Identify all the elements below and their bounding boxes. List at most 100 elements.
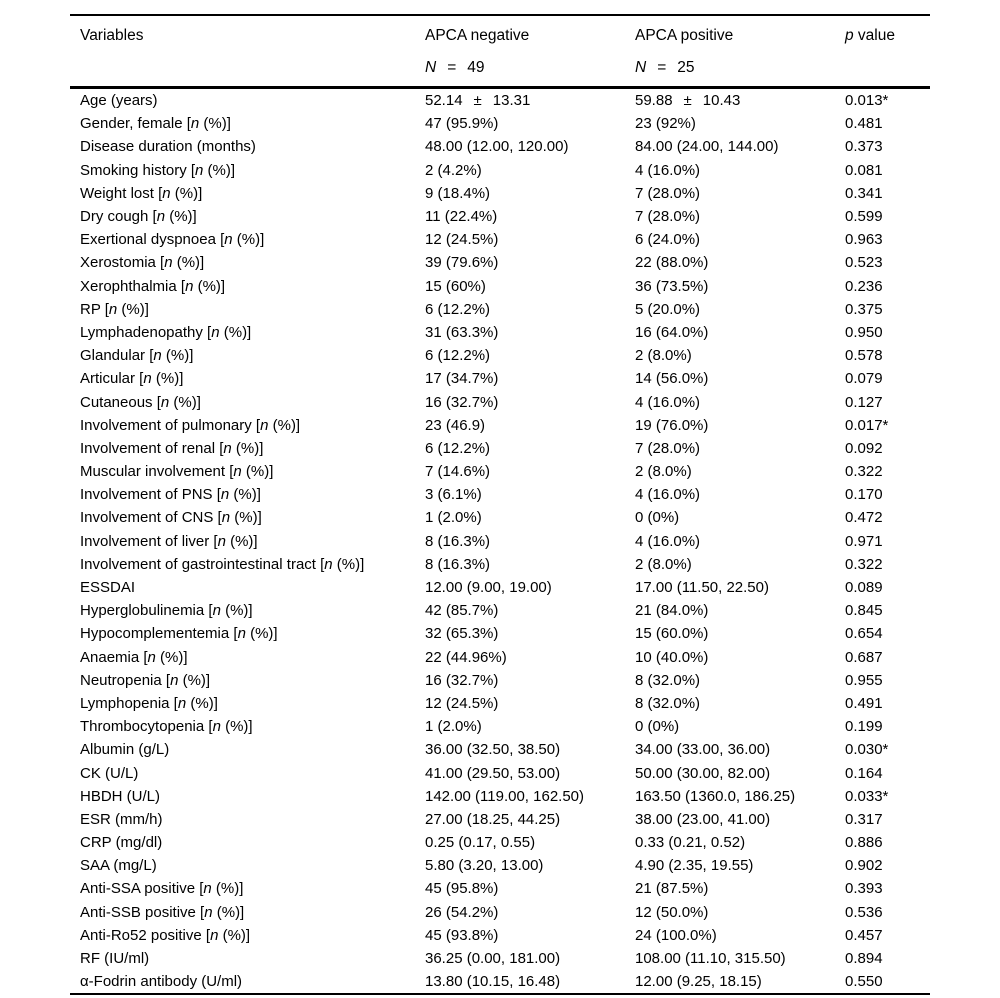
apca-negative-value: 142.00 (119.00, 162.50) [425, 787, 585, 805]
table-row: Dry cough [n (%)] 11 (22.4%) 7 (28.0%) 0.59… [70, 205, 930, 228]
apca-negative-value: 16 (32.7%) [425, 393, 499, 411]
p-value: 0.536 [845, 903, 883, 921]
variable-label: Involvement of pulmonary [n (%)] [80, 416, 301, 434]
apca-positive-value: 14 (56.0%) [635, 370, 709, 388]
apca-negative-value: 31 (63.3%) [425, 323, 499, 341]
table-row: Involvement of CNS [n (%)] 1 (2.0%) 0 (0%)… [70, 506, 930, 529]
table-header: Variables APCA negative APCA positive p val… [70, 15, 930, 88]
table-row: Albumin (g/L) 36.00 (32.50, 38.50) 34.00 (… [70, 738, 930, 761]
apca-negative-value: 32 (65.3%) [425, 625, 499, 643]
apca-positive-value: 0.33 (0.21, 0.52) [635, 834, 746, 852]
apca-negative-value: 27.00 (18.25, 44.25) [425, 810, 561, 828]
variable-label: Articular [n (%)] [80, 370, 184, 388]
variable-label: Cutaneous [n (%)] [80, 393, 201, 411]
variable-label: Anti-Ro52 positive [n (%)] [80, 926, 251, 944]
table-row: RF (IU/ml) 36.25 (0.00, 181.00) 108.00 (11… [70, 947, 930, 970]
apca-positive-value: 12.00 (9.25, 18.15) [635, 973, 762, 991]
p-value: 0.089 [845, 579, 883, 597]
p-value: 0.578 [845, 347, 883, 365]
variable-label: Weight lost [n (%)] [80, 184, 203, 202]
variable-label: Involvement of gastrointestinal tract [n… [80, 555, 365, 573]
variable-label: Involvement of liver [n (%)] [80, 532, 258, 550]
variable-label: Gender, female [n (%)] [80, 115, 231, 133]
table-row: Disease duration (months) 48.00 (12.00, 1… [70, 135, 930, 158]
apca-positive-value: 84.00 (24.00, 144.00) [635, 138, 779, 156]
p-value: 0.955 [845, 671, 883, 689]
apca-positive-value: 22 (88.0%) [635, 254, 709, 272]
variable-label: Anaemia [n (%)] [80, 648, 188, 666]
variable-label: Lymphopenia [n (%)] [80, 694, 218, 712]
apca-positive-value: 2 (8.0%) [635, 555, 692, 573]
subheader-row: N = 49 N = 25 [70, 53, 930, 88]
apca-positive-value: 16 (64.0%) [635, 323, 709, 341]
table-row: Weight lost [n (%)] 9 (18.4%) 7 (28.0%) 0.3… [70, 182, 930, 205]
p-value: 0.886 [845, 834, 883, 852]
variable-label: Anti-SSA positive [n (%)] [80, 880, 244, 898]
variable-label: HBDH (U/L) [80, 787, 161, 805]
variable-label: Involvement of PNS [n (%)] [80, 486, 261, 504]
table-row: RP [n (%)] 6 (12.2%) 5 (20.0%) 0.375 [70, 298, 930, 321]
p-value: 0.092 [845, 439, 883, 457]
table-row: Neutropenia [n (%)] 16 (32.7%) 8 (32.0%) 0.… [70, 669, 930, 692]
apca-positive-value: 6 (24.0%) [635, 231, 701, 249]
table-row: Articular [n (%)] 17 (34.7%) 14 (56.0%) 0.0… [70, 367, 930, 390]
comparison-table: Variables APCA negative APCA positive p val… [70, 14, 930, 996]
apca-negative-value: 6 (12.2%) [425, 347, 491, 365]
table-row: Thrombocytopenia [n (%)] 1 (2.0%) 0 (0%) 0.… [70, 715, 930, 738]
p-value: 0.481 [845, 115, 883, 133]
apca-positive-value: 163.50 (1360.0, 186.25) [635, 787, 796, 805]
table-row: Hyperglobulinemia [n (%)] 42 (85.7%) 21 (8… [70, 599, 930, 622]
p-value: 0.491 [845, 694, 883, 712]
table-row: Smoking history [n (%)] 2 (4.2%) 4 (16.0%)… [70, 159, 930, 182]
variable-label: SAA (mg/L) [80, 857, 157, 875]
variable-label: α-Fodrin antibody (U/ml) [80, 973, 243, 991]
variable-label: Smoking history [n (%)] [80, 161, 236, 179]
p-value: 0.322 [845, 555, 883, 573]
variable-label: Age (years) [80, 92, 158, 110]
apca-positive-value: 38.00 (23.00, 41.00) [635, 810, 771, 828]
table-row: Involvement of pulmonary [n (%)] 23 (46.9… [70, 414, 930, 437]
variable-label: Neutropenia [n (%)] [80, 671, 211, 689]
p-value: 0.373 [845, 138, 883, 156]
p-value: 0.322 [845, 463, 883, 481]
table-row: ESSDAI 12.00 (9.00, 19.00) 17.00 (11.50, 2… [70, 576, 930, 599]
p-value: 0.550 [845, 973, 883, 991]
apca-negative-value: 48.00 (12.00, 120.00) [425, 138, 569, 156]
apca-negative-value: 8 (16.3%) [425, 555, 491, 573]
apca-positive-value: 0 (0%) [635, 509, 680, 527]
apca-positive-value: 0 (0%) [635, 718, 680, 736]
variable-label: Involvement of renal [n (%)] [80, 439, 264, 457]
p-value: 0.902 [845, 857, 883, 875]
apca-negative-value: 1 (2.0%) [425, 718, 482, 736]
table-row: Involvement of PNS [n (%)] 3 (6.1%) 4 (16.… [70, 483, 930, 506]
apca-negative-value: 39 (79.6%) [425, 254, 499, 272]
column-header-apca-negative: APCA negative [425, 27, 530, 44]
apca-negative-value: 0.25 (0.17, 0.55) [425, 834, 536, 852]
table-row: Gender, female [n (%)] 47 (95.9%) 23 (92%)… [70, 112, 930, 135]
variable-label: CRP (mg/dl) [80, 834, 163, 852]
p-value: 0.013* [845, 92, 889, 110]
apca-negative-value: 45 (93.8%) [425, 926, 499, 944]
apca-positive-value: 36 (73.5%) [635, 277, 709, 295]
p-value: 0.033* [845, 787, 889, 805]
apca-positive-value: 4.90 (2.35, 19.55) [635, 857, 754, 875]
variable-label: Glandular [n (%)] [80, 347, 194, 365]
apca-positive-value: 23 (92%) [635, 115, 696, 133]
table-row: Hypocomplementemia [n (%)] 32 (65.3%) 15 (… [70, 622, 930, 645]
apca-negative-value: 11 (22.4%) [425, 208, 498, 226]
table-row: α-Fodrin antibody (U/ml) 13.80 (10.15, 16… [70, 970, 930, 994]
apca-negative-value: 12 (24.5%) [425, 694, 499, 712]
apca-negative-value: 47 (95.9%) [425, 115, 499, 133]
p-value: 0.971 [845, 532, 883, 550]
p-value: 0.393 [845, 880, 883, 898]
variable-label: Lymphadenopathy [n (%)] [80, 323, 252, 341]
table-row: Anti-SSB positive [n (%)] 26 (54.2%) 12 (5… [70, 901, 930, 924]
column-header-apca-positive: APCA positive [635, 27, 734, 44]
apca-positive-value: 7 (28.0%) [635, 184, 701, 202]
apca-negative-value: 41.00 (29.50, 53.00) [425, 764, 561, 782]
apca-negative-value: 7 (14.6%) [425, 463, 491, 481]
apca-negative-value: 6 (12.2%) [425, 439, 491, 457]
apca-positive-value: 8 (32.0%) [635, 694, 701, 712]
apca-positive-value: 4 (16.0%) [635, 393, 701, 411]
